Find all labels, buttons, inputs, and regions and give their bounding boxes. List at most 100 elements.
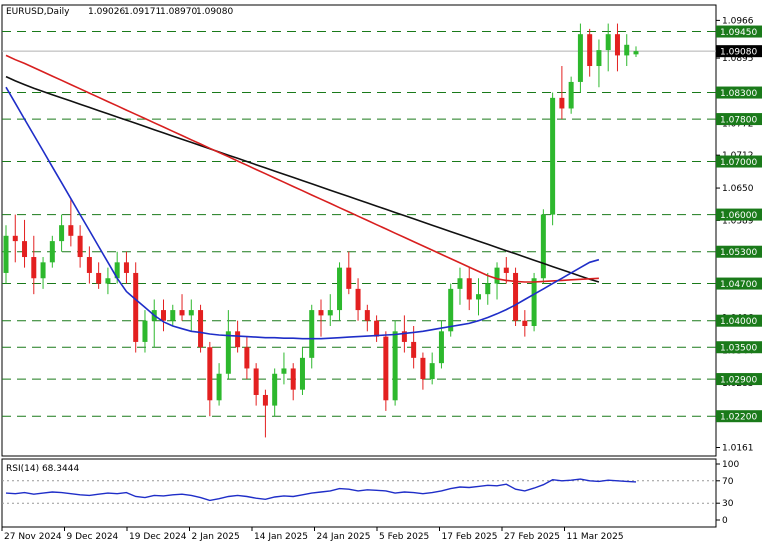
main-plot-frame [1, 4, 717, 528]
price-axis: 1.09661.08951.07721.07121.06501.05891.05… [716, 16, 762, 454]
level-label: 1.03500 [720, 344, 757, 354]
rsi-tick-label: 70 [722, 477, 734, 487]
candle-body [401, 331, 407, 342]
candle-body [68, 225, 74, 236]
chart-header-symbol: EURUSD,Daily [6, 7, 70, 17]
chart-header-low: 1.08970 [160, 7, 197, 17]
price-tick-label: 1.0589 [722, 216, 754, 226]
candle-body [429, 363, 435, 380]
candle-body [216, 373, 222, 401]
candle-body [290, 368, 296, 390]
price-tick-label: 1.0895 [722, 54, 754, 64]
candle-body [457, 278, 463, 289]
level-label: 1.07000 [720, 158, 757, 168]
level-label-bg [716, 410, 762, 423]
candle-body [225, 331, 231, 374]
candle-body [86, 257, 92, 273]
candle-body [587, 34, 593, 67]
candle-body [235, 331, 241, 348]
candle-body [476, 294, 481, 300]
candle-body [3, 235, 9, 273]
rsi-line [5, 478, 637, 502]
ma-mid-line [5, 54, 599, 283]
candle-body [374, 320, 380, 337]
candle-body [448, 288, 454, 332]
ma-slow-line [5, 75, 600, 283]
level-label-bg [716, 155, 762, 168]
candle-body [12, 235, 18, 242]
ma-fast-line [5, 86, 600, 340]
time-tick-label: 2 Jan 2025 [192, 532, 240, 542]
level-label-bg [716, 314, 762, 327]
rsi-panel: 100 70 30 0 [2, 460, 739, 526]
moving-averages [5, 54, 600, 340]
candle-body [77, 235, 83, 258]
candle-body [253, 368, 259, 395]
candle-body [614, 34, 620, 56]
level-label-bg [716, 208, 762, 221]
candle-body [633, 51, 639, 55]
candle-body [355, 288, 361, 311]
level-label-bg [716, 25, 762, 38]
candle-body [411, 341, 417, 358]
candle-body [161, 310, 166, 321]
time-tick-label: 27 Feb 2025 [504, 532, 560, 542]
candle-body [272, 373, 278, 406]
candle-body [605, 34, 611, 51]
time-tick-label: 17 Feb 2025 [442, 532, 498, 542]
candle-body [364, 310, 370, 321]
candle-body [299, 357, 305, 390]
candle-body [466, 278, 472, 300]
candle-body [133, 272, 139, 342]
candle-body [262, 394, 268, 406]
main-plot-border [1, 4, 717, 457]
level-label: 1.09450 [720, 28, 757, 38]
rsi-tick-label: 0 [722, 516, 728, 526]
candle-body [531, 278, 537, 327]
candle-body [59, 225, 65, 242]
time-tick-label: 24 Jan 2025 [317, 532, 371, 542]
candle-body [309, 310, 315, 358]
candle-body [31, 257, 37, 279]
level-label: 1.02200 [720, 413, 757, 423]
candle-body [318, 310, 324, 316]
level-label: 1.08300 [720, 89, 757, 99]
time-tick-label: 27 Nov 2024 [4, 532, 62, 542]
candle-body [244, 347, 250, 369]
rsi-tick-label: 100 [722, 460, 739, 470]
level-label-bg [716, 277, 762, 290]
candle-body [624, 44, 630, 56]
candle-body [114, 262, 120, 279]
candlesticks [3, 23, 639, 438]
time-tick-label: 19 Dec 2024 [129, 532, 187, 542]
candle-body [503, 267, 509, 273]
candle-body [346, 267, 352, 289]
candle-body [96, 272, 102, 284]
level-label: 1.06000 [720, 211, 757, 221]
time-tick-label: 14 Jan 2025 [254, 532, 308, 542]
current-price-label-bg [716, 45, 762, 58]
time-tick-label: 9 Dec 2024 [67, 532, 119, 542]
rsi-tick-label: 30 [722, 499, 734, 509]
candle-body [49, 241, 55, 263]
candle-body [22, 241, 28, 258]
level-label: 1.04000 [720, 317, 757, 327]
candle-body [392, 331, 398, 401]
current-price-label: 1.09080 [720, 48, 757, 58]
candle-body [577, 34, 583, 82]
level-label-bg [716, 245, 762, 258]
candle-body [170, 310, 176, 321]
chart-header-close: 1.09080 [196, 7, 233, 17]
rsi-header: RSI(14) 68.3444 [6, 464, 79, 474]
candle-body [494, 267, 500, 284]
candle-body [513, 272, 519, 321]
level-label: 1.05300 [720, 248, 757, 258]
candle-body [420, 357, 426, 380]
candle-body [40, 262, 46, 279]
level-label-bg [716, 113, 762, 126]
candle-body [383, 336, 389, 401]
level-label: 1.07800 [720, 116, 757, 126]
candle-body [485, 283, 491, 295]
time-axis: 27 Nov 2024 9 Dec 2024 19 Dec 2024 2 Jan 20… [1, 527, 624, 542]
candle-body [188, 310, 194, 316]
